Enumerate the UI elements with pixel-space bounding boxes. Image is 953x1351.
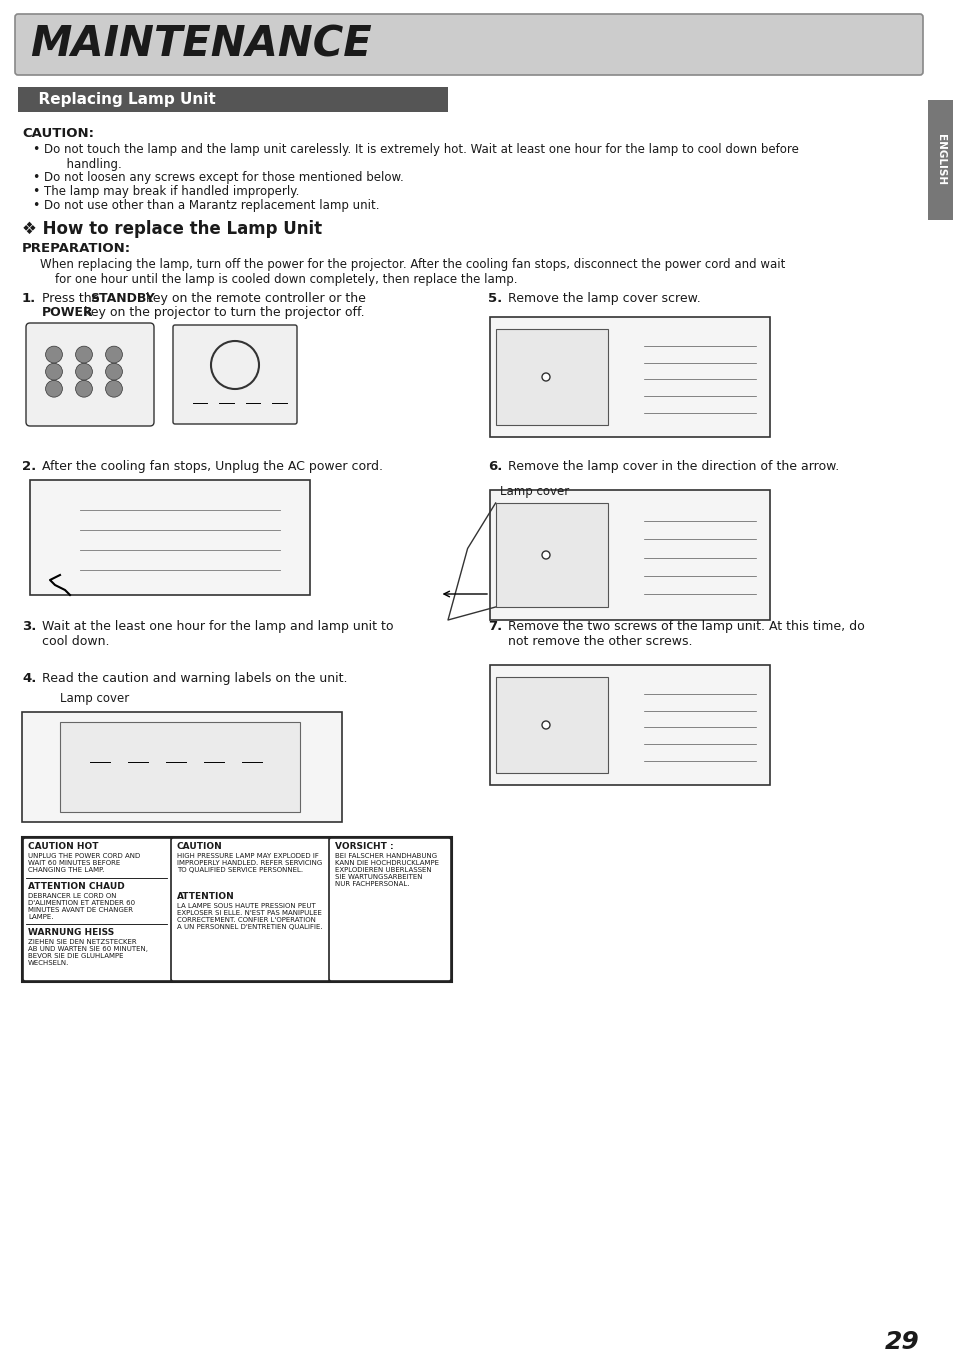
Bar bbox=[495, 503, 607, 607]
Text: CAUTION HOT: CAUTION HOT bbox=[28, 842, 98, 851]
FancyBboxPatch shape bbox=[15, 14, 923, 76]
Text: Lamp cover: Lamp cover bbox=[60, 692, 129, 705]
Text: 2.: 2. bbox=[22, 459, 36, 473]
Text: key on the remote controller or the: key on the remote controller or the bbox=[142, 292, 366, 305]
Bar bbox=[495, 330, 607, 426]
Text: The lamp may break if handled improperly.: The lamp may break if handled improperly… bbox=[44, 185, 299, 199]
Circle shape bbox=[75, 346, 92, 363]
Circle shape bbox=[46, 363, 62, 380]
Text: Replacing Lamp Unit: Replacing Lamp Unit bbox=[28, 92, 215, 107]
Text: Do not touch the lamp and the lamp unit carelessly. It is extremely hot. Wait at: Do not touch the lamp and the lamp unit … bbox=[44, 143, 798, 172]
FancyBboxPatch shape bbox=[329, 838, 451, 981]
FancyBboxPatch shape bbox=[172, 326, 296, 424]
FancyBboxPatch shape bbox=[23, 838, 172, 981]
Bar bbox=[490, 317, 769, 436]
Text: WARNUNG HEISS: WARNUNG HEISS bbox=[28, 928, 114, 938]
Text: Read the caution and warning labels on the unit.: Read the caution and warning labels on t… bbox=[42, 671, 347, 685]
Text: PREPARATION:: PREPARATION: bbox=[22, 242, 131, 255]
Bar bbox=[18, 86, 448, 112]
Text: DEBRANCER LE CORD ON
D'ALIMENTION ET ATENDER 60
MINUTES AVANT DE CHANGER
LAMPE.: DEBRANCER LE CORD ON D'ALIMENTION ET ATE… bbox=[28, 893, 135, 920]
Text: ATTENTION CHAUD: ATTENTION CHAUD bbox=[28, 882, 125, 892]
Circle shape bbox=[75, 363, 92, 380]
Bar bbox=[927, 100, 953, 220]
Text: Remove the lamp cover in the direction of the arrow.: Remove the lamp cover in the direction o… bbox=[507, 459, 839, 473]
Circle shape bbox=[106, 363, 122, 380]
Bar bbox=[60, 721, 299, 812]
Text: POWER: POWER bbox=[42, 305, 93, 319]
Text: ZIEHEN SIE DEN NETZSTECKER
AB UND WARTEN SIE 60 MINUTEN,
BEVOR SIE DIE GLUHLAMPE: ZIEHEN SIE DEN NETZSTECKER AB UND WARTEN… bbox=[28, 939, 148, 966]
Text: After the cooling fan stops, Unplug the AC power cord.: After the cooling fan stops, Unplug the … bbox=[42, 459, 382, 473]
Text: Lamp cover: Lamp cover bbox=[499, 485, 569, 499]
Text: HIGH PRESSURE LAMP MAY EXPLODED IF
IMPROPERLY HANDLED. REFER SERVICING
TO QUALIF: HIGH PRESSURE LAMP MAY EXPLODED IF IMPRO… bbox=[177, 852, 322, 873]
Circle shape bbox=[46, 346, 62, 363]
Text: MAINTENANCE: MAINTENANCE bbox=[30, 23, 372, 65]
Text: key on the projector to turn the projector off.: key on the projector to turn the project… bbox=[80, 305, 364, 319]
Bar bbox=[490, 665, 769, 785]
FancyBboxPatch shape bbox=[26, 323, 153, 426]
Text: Remove the two screws of the lamp unit. At this time, do
not remove the other sc: Remove the two screws of the lamp unit. … bbox=[507, 620, 863, 648]
Bar bbox=[490, 490, 769, 620]
Circle shape bbox=[106, 346, 122, 363]
Text: 29: 29 bbox=[884, 1329, 919, 1351]
Bar bbox=[22, 838, 452, 982]
Text: Do not loosen any screws except for those mentioned below.: Do not loosen any screws except for thos… bbox=[44, 172, 403, 184]
Circle shape bbox=[75, 381, 92, 397]
Text: STANDBY: STANDBY bbox=[90, 292, 154, 305]
Text: 3.: 3. bbox=[22, 620, 36, 634]
FancyBboxPatch shape bbox=[171, 838, 330, 981]
Text: ATTENTION: ATTENTION bbox=[177, 892, 234, 901]
Circle shape bbox=[541, 551, 550, 559]
Circle shape bbox=[46, 381, 62, 397]
Text: ❖ How to replace the Lamp Unit: ❖ How to replace the Lamp Unit bbox=[22, 220, 322, 238]
Text: •: • bbox=[32, 143, 39, 155]
Text: UNPLUG THE POWER CORD AND
WAIT 60 MINUTES BEFORE
CHANGING THE LAMP.: UNPLUG THE POWER CORD AND WAIT 60 MINUTE… bbox=[28, 852, 140, 873]
Text: ENGLISH: ENGLISH bbox=[935, 135, 945, 185]
Text: Press the: Press the bbox=[42, 292, 103, 305]
Bar bbox=[495, 677, 607, 773]
Text: When replacing the lamp, turn off the power for the projector. After the cooling: When replacing the lamp, turn off the po… bbox=[40, 258, 784, 286]
Text: Wait at the least one hour for the lamp and lamp unit to
cool down.: Wait at the least one hour for the lamp … bbox=[42, 620, 393, 648]
Bar bbox=[30, 480, 310, 594]
Text: CAUTION:: CAUTION: bbox=[22, 127, 94, 141]
Circle shape bbox=[106, 381, 122, 397]
Text: Do not use other than a Marantz replacement lamp unit.: Do not use other than a Marantz replacem… bbox=[44, 199, 379, 212]
Bar bbox=[22, 712, 341, 821]
Text: •: • bbox=[32, 172, 39, 184]
Text: VORSICHT :: VORSICHT : bbox=[335, 842, 394, 851]
Text: 1.: 1. bbox=[22, 292, 36, 305]
Text: •: • bbox=[32, 185, 39, 199]
Text: CAUTION: CAUTION bbox=[177, 842, 222, 851]
Circle shape bbox=[541, 721, 550, 730]
Text: •: • bbox=[32, 199, 39, 212]
Text: BEI FALSCHER HANDHABUNG
KANN DIE HOCHDRUCKLAMPE
EXPLODIEREN UBERLASSEN
SIE WARTU: BEI FALSCHER HANDHABUNG KANN DIE HOCHDRU… bbox=[335, 852, 438, 888]
Text: 6.: 6. bbox=[488, 459, 502, 473]
Text: 4.: 4. bbox=[22, 671, 36, 685]
Text: 7.: 7. bbox=[488, 620, 501, 634]
Circle shape bbox=[541, 373, 550, 381]
Text: Remove the lamp cover screw.: Remove the lamp cover screw. bbox=[507, 292, 700, 305]
Text: 5.: 5. bbox=[488, 292, 501, 305]
Text: LA LAMPE SOUS HAUTE PRESSION PEUT
EXPLOSER SI ELLE. N'EST PAS MANIPULEE
CORRECTE: LA LAMPE SOUS HAUTE PRESSION PEUT EXPLOS… bbox=[177, 902, 322, 929]
